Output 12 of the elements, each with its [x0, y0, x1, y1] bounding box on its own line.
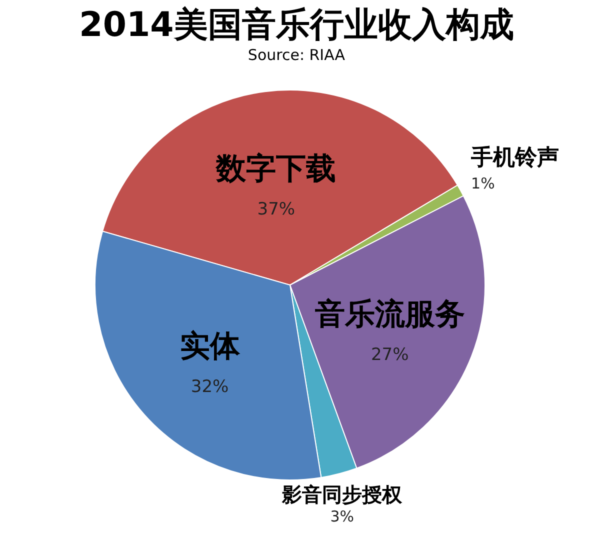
slice-label: 数字下载: [215, 152, 336, 187]
slice-label: 影音同步授权: [281, 482, 404, 506]
data-label: 3%: [330, 507, 354, 526]
data-label: 32%: [190, 377, 229, 398]
data-label: 37%: [257, 200, 296, 220]
data-label: 27%: [370, 345, 409, 366]
slice-label: 音乐流服务: [314, 297, 465, 332]
slice-label: 实体: [180, 329, 241, 364]
slice-label: 手机铃声: [470, 146, 560, 171]
data-label: 1%: [471, 174, 495, 193]
chart-title: 2014美国音乐行业收入构成: [79, 5, 514, 45]
chart-subtitle: Source: RIAA: [248, 46, 346, 64]
